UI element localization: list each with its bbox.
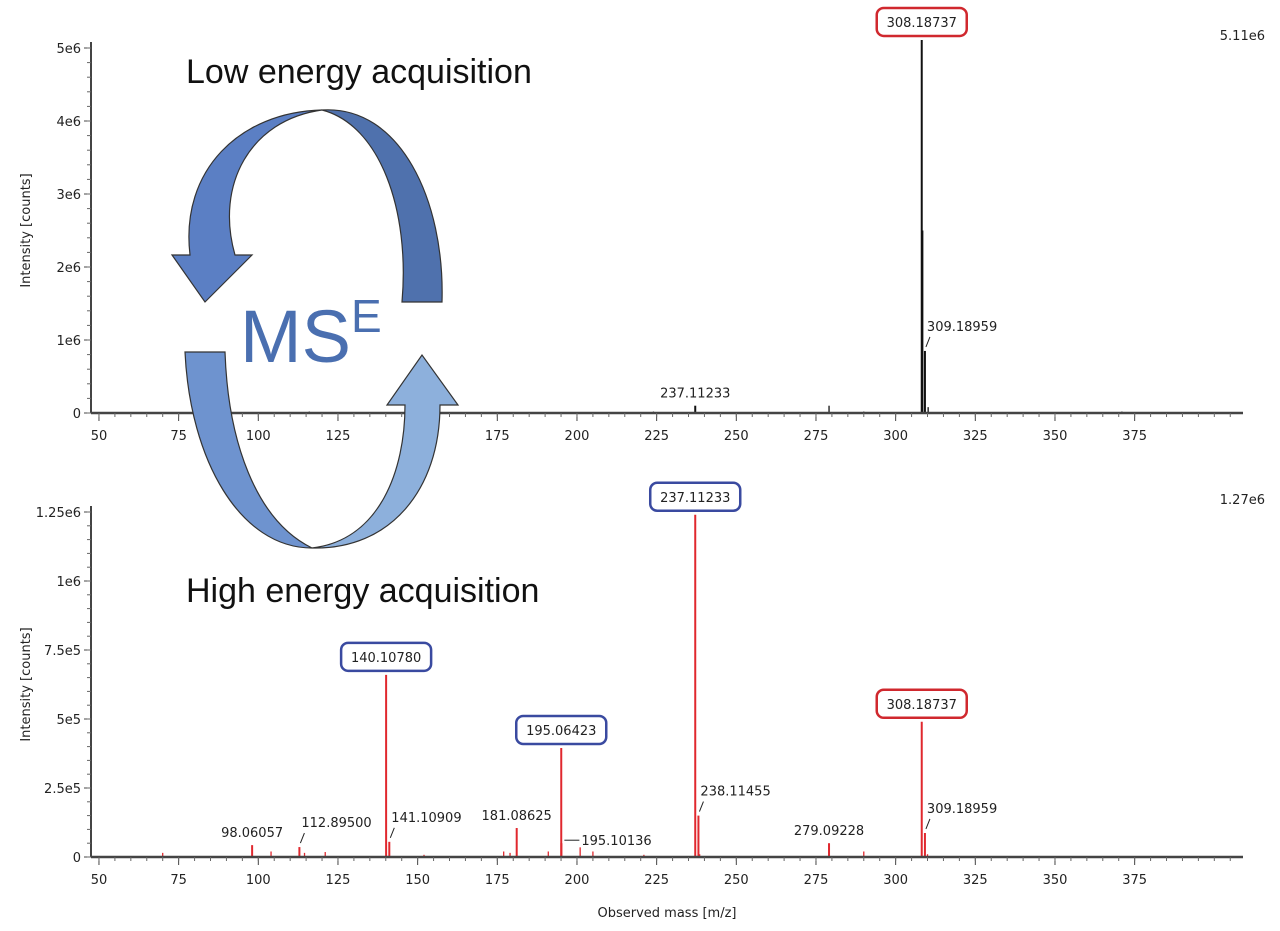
x-tick-label: 125 — [326, 429, 351, 444]
x-tick-label: 250 — [724, 873, 749, 888]
x-tick-label: 375 — [1122, 873, 1147, 888]
peak-label: 237.11233 — [660, 491, 730, 506]
peak-label-box — [339, 641, 433, 673]
peak-label: 237.11233 — [660, 387, 730, 402]
y-tick-label: 1e6 — [56, 334, 81, 349]
x-tick-label: 300 — [883, 873, 908, 888]
peak-label: 309.18959 — [927, 802, 997, 817]
peak-label-box — [648, 481, 742, 513]
x-tick-label: 275 — [804, 429, 829, 444]
low-energy-label: Low energy acquisition — [186, 53, 532, 91]
peak-label: 309.18959 — [927, 320, 997, 335]
mse-label: MSE — [240, 290, 382, 378]
x-tick-label: 175 — [485, 429, 510, 444]
peak-leader-line — [299, 832, 305, 844]
x-tick-label: 375 — [1122, 429, 1147, 444]
max-intensity-label: 5.11e6 — [1220, 29, 1265, 44]
y-tick-label: 3e6 — [56, 188, 81, 203]
peak-label: 308.18737 — [887, 698, 957, 713]
x-tick-label: 100 — [246, 429, 271, 444]
x-tick-label: 225 — [644, 429, 669, 444]
arrow-top-right — [321, 109, 443, 303]
peak-leader-line — [925, 818, 931, 830]
peak-label-box — [875, 6, 968, 38]
peak-label: 308.18737 — [887, 16, 957, 31]
x-tick-label: 325 — [963, 873, 988, 888]
arrow-top-left — [170, 109, 323, 303]
x-tick-label: 350 — [1043, 873, 1068, 888]
y-tick-label: 0 — [73, 851, 81, 866]
high-energy-spectrum: 50 75 100 125 150 175 200 225 250 275 300 325 350 375… — [19, 481, 1265, 888]
x-tick-label: 275 — [804, 873, 829, 888]
x-tick-label: 100 — [246, 873, 271, 888]
peak-label-box — [875, 688, 968, 720]
x-tick-label: 50 — [91, 873, 108, 888]
peak-label: 98.06057 — [221, 826, 283, 841]
y-tick-label: 5e6 — [56, 42, 81, 57]
y-tick-label: 2.5e5 — [44, 782, 81, 797]
peak-label: 195.06423 — [526, 724, 596, 739]
y-axis-title: Intensity [counts] — [19, 627, 34, 741]
y-tick-label: 1e6 — [56, 575, 81, 590]
y-tick-label: 5e5 — [56, 713, 81, 728]
x-tick-label: 75 — [170, 873, 187, 888]
peak-label: 181.08625 — [482, 809, 552, 824]
x-tick-label: 200 — [565, 873, 590, 888]
peak-label-box — [514, 714, 608, 746]
x-tick-label: 150 — [405, 873, 430, 888]
x-tick-label: 325 — [963, 429, 988, 444]
low-energy-spectrum: 5075100125150175200225250275300325350375… — [19, 6, 1265, 444]
x-tick-label: 225 — [644, 873, 669, 888]
peak-label: 112.89500 — [301, 816, 371, 831]
arrow-bottom-left — [184, 351, 313, 549]
x-tick-label: 75 — [170, 429, 187, 444]
cycle-arrows-icon — [170, 109, 460, 549]
x-tick-label: 350 — [1043, 429, 1068, 444]
x-tick-label: 125 — [326, 873, 351, 888]
y-tick-label: 0 — [73, 407, 81, 422]
x-tick-label: 175 — [485, 873, 510, 888]
peak-leader-line — [925, 336, 931, 348]
arrow-bottom-right — [311, 353, 460, 549]
peak-label: 141.10909 — [391, 811, 461, 826]
peak-leader-line — [389, 827, 395, 839]
peak-label: 140.10780 — [351, 651, 421, 666]
x-axis-title: Observed mass [m/z] — [598, 906, 737, 921]
x-tick-label: 50 — [91, 429, 108, 444]
y-axis-title: Intensity [counts] — [19, 173, 34, 287]
peak-label: 195.10136 — [581, 834, 651, 849]
peak-leader-line — [698, 801, 704, 812]
y-tick-label: 2e6 — [56, 261, 81, 276]
y-tick-label: 4e6 — [56, 115, 81, 130]
high-energy-label: High energy acquisition — [186, 572, 539, 610]
y-tick-label: 7.5e5 — [44, 644, 81, 659]
x-tick-label: 250 — [724, 429, 749, 444]
max-intensity-label: 1.27e6 — [1220, 493, 1265, 508]
x-tick-label: 300 — [883, 429, 908, 444]
peak-label: 238.11455 — [700, 785, 770, 800]
y-tick-label: 1.25e6 — [36, 506, 81, 521]
x-tick-label: 200 — [565, 429, 590, 444]
peak-label: 279.09228 — [794, 824, 864, 839]
